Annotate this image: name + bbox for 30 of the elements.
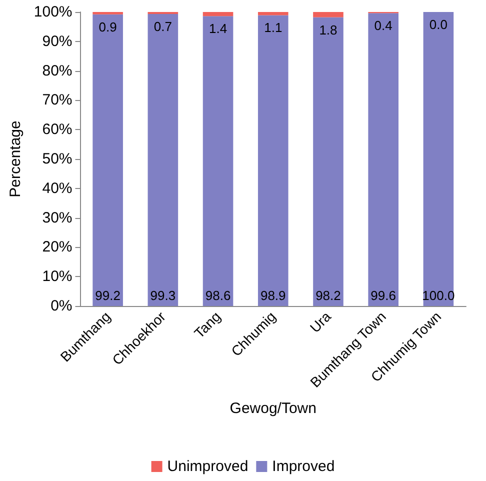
data-label: 1.8 — [319, 22, 338, 38]
y-tick-label: 0% — [50, 298, 72, 314]
y-tick-label: 50% — [42, 150, 72, 168]
data-label: 98.6 — [205, 288, 231, 303]
y-tick-label: 30% — [42, 209, 72, 226]
x-tick-label: Tang — [190, 308, 224, 342]
data-label: 99.2 — [95, 288, 120, 303]
y-tick-label: 20% — [42, 238, 72, 256]
y-axis-title: Percentage — [7, 120, 24, 198]
data-label: 0.4 — [374, 18, 392, 34]
y-tick-label: 100% — [34, 4, 72, 20]
data-label: 0.7 — [154, 19, 172, 34]
y-tick-label: 80% — [42, 62, 72, 80]
y-tick-label: 60% — [42, 121, 72, 138]
y-tick-label: 10% — [42, 268, 72, 286]
data-label: 99.3 — [150, 288, 176, 303]
data-label: 99.6 — [370, 288, 396, 303]
y-tick-label: 70% — [42, 92, 72, 109]
x-axis-title: Gewog/Town — [230, 400, 316, 417]
x-tick-label: Ura — [306, 308, 334, 336]
data-label: 1.4 — [208, 21, 228, 36]
data-label: 98.9 — [260, 288, 286, 303]
y-tick-label: 90% — [42, 32, 72, 50]
y-tick-label: 40% — [42, 180, 72, 197]
legend-label: Unimproved — [167, 458, 248, 475]
legend-label: Improved — [272, 458, 335, 475]
data-label: 0.9 — [98, 19, 117, 34]
data-label: 98.2 — [316, 288, 341, 303]
data-label: 0.0 — [429, 17, 448, 32]
data-label: 1.1 — [264, 20, 282, 36]
